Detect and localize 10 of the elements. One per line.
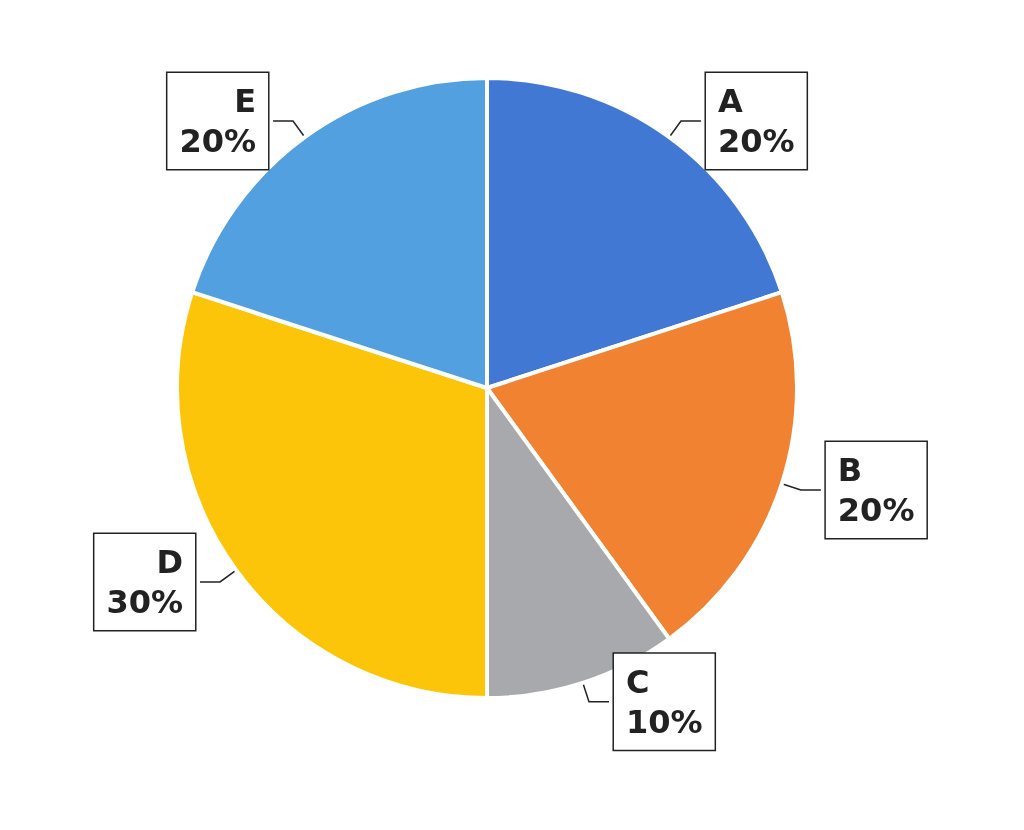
slice-label: C [625,662,650,701]
slice-label: D [156,542,184,581]
slice-label: A [717,82,743,121]
data-label: 20% [837,490,915,529]
slice-label: B [837,450,863,489]
data-label: 10% [625,702,703,741]
data-label: 20% [179,122,257,161]
slice-label: E [234,82,257,121]
data-label: 20% [717,122,795,161]
data-label: 30% [106,582,184,621]
